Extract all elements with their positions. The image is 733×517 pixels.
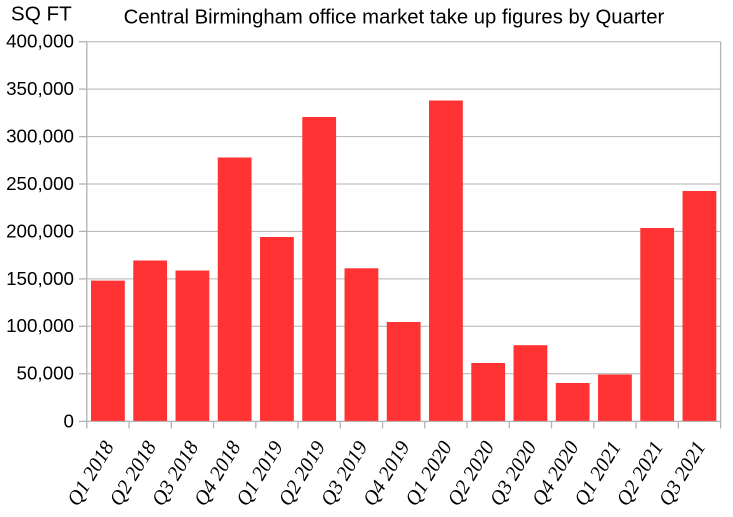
svg-text:Central Birmingham office mark: Central Birmingham office market take up… (124, 6, 665, 28)
svg-text:100,000: 100,000 (6, 315, 74, 336)
svg-text:0: 0 (64, 410, 74, 431)
svg-text:150,000: 150,000 (6, 268, 74, 289)
svg-text:50,000: 50,000 (17, 363, 74, 384)
svg-text:SQ FT: SQ FT (11, 2, 72, 25)
svg-text:200,000: 200,000 (6, 220, 74, 241)
svg-text:350,000: 350,000 (6, 78, 74, 99)
svg-text:300,000: 300,000 (6, 126, 74, 147)
svg-text:250,000: 250,000 (6, 173, 74, 194)
svg-text:400,000: 400,000 (6, 31, 74, 52)
